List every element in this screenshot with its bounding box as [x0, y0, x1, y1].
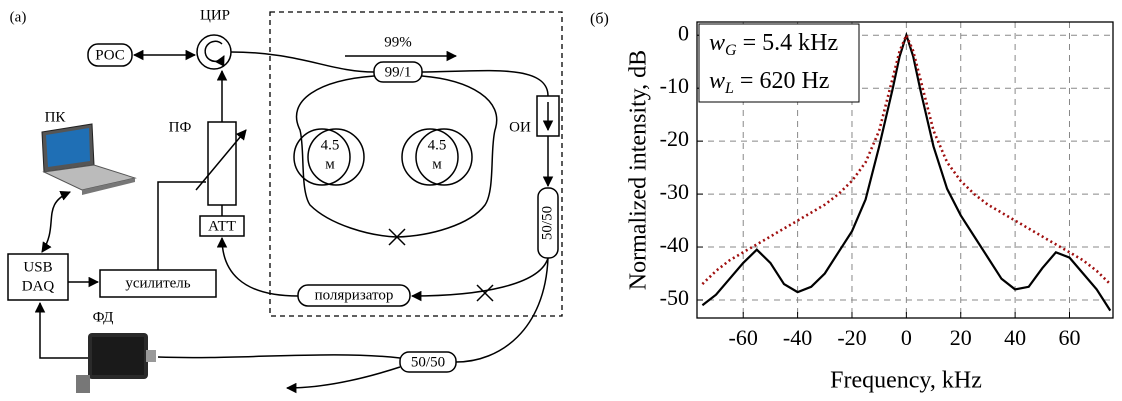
- polarizer-label: поляризатор: [315, 287, 394, 303]
- panel-label: (a): [10, 9, 27, 25]
- series-line: [701, 31, 1112, 286]
- circulator-arrow: [204, 40, 225, 67]
- splice: [476, 284, 494, 302]
- laptop: [41, 123, 137, 195]
- annotation-symbol: w: [709, 30, 725, 56]
- coil-label: м: [325, 156, 335, 172]
- ros-label: РОС: [95, 47, 125, 63]
- ros-box: [87, 43, 133, 67]
- coil-label: м: [432, 156, 442, 172]
- annotation-subscript: G: [725, 42, 737, 59]
- y-tick-label: -30: [660, 179, 689, 204]
- y-tick-label: 0: [678, 20, 689, 45]
- y-axis-title: Normalized intensity, dB: [626, 50, 652, 290]
- fiber: [285, 366, 401, 394]
- attenuator-label: АТТ: [208, 218, 236, 234]
- annotation: wL = 620 Hz: [709, 68, 829, 97]
- plot-frame: [696, 21, 1114, 319]
- circulator-label: ЦИР: [200, 7, 230, 23]
- filter-label: ПФ: [169, 119, 192, 135]
- coupling-label: 99%: [384, 34, 412, 50]
- fiber: [455, 257, 549, 363]
- fiber: [421, 69, 549, 97]
- daq-label: DAQ: [22, 278, 55, 294]
- x-tick-label: 20: [950, 325, 972, 350]
- y-tick-label: -10: [660, 73, 689, 98]
- filter-box: [207, 121, 237, 206]
- usb-link: [41, 190, 71, 253]
- annotation-symbol: w: [709, 68, 725, 94]
- x-axis-title: Frequency, kHz: [830, 368, 982, 394]
- coil: [401, 128, 459, 186]
- annotation: wG = 5.4 kHz: [709, 30, 838, 59]
- splice: [388, 228, 406, 246]
- coil-label: 4.5: [321, 137, 340, 153]
- fiber: [410, 257, 549, 302]
- x-tick-label: 60: [1058, 325, 1080, 350]
- annotation-box: [698, 23, 860, 103]
- annotation-text: = 620 Hz: [740, 68, 830, 94]
- filter-arrow: [195, 129, 247, 191]
- coil-label: 4.5: [428, 137, 447, 153]
- x-tick-label: -60: [729, 325, 758, 350]
- photodetector: [76, 333, 156, 393]
- pd-label: ФД: [93, 309, 114, 325]
- coil: [415, 128, 473, 186]
- x-tick-label: -40: [783, 325, 812, 350]
- amplifier-label: усилитель: [125, 275, 190, 291]
- daq-label: USB: [23, 259, 52, 275]
- wire: [34, 301, 88, 359]
- wire: [157, 181, 206, 270]
- annotation-subscript: L: [724, 80, 734, 97]
- pc-label: ПК: [45, 109, 67, 125]
- fiber: [216, 236, 299, 297]
- annotation-text: = 5.4 kHz: [743, 30, 839, 56]
- coupler-label: 50/50: [539, 206, 555, 240]
- x-tick-label: 40: [1004, 325, 1026, 350]
- x-tick-label: -20: [837, 325, 866, 350]
- isolator-label: ОИ: [509, 119, 531, 135]
- coil: [307, 128, 365, 186]
- fiber: [230, 51, 375, 73]
- series-line: [701, 31, 1112, 312]
- coupler-label: 50/50: [411, 354, 445, 370]
- y-tick-label: -20: [660, 126, 689, 151]
- cavity-box: [269, 11, 563, 317]
- panel-label: (б): [590, 11, 609, 28]
- x-tick-label: 0: [901, 325, 912, 350]
- chart: (б) Frequency, kHz Normalized intensity,…: [590, 11, 1114, 394]
- coil: [293, 128, 351, 186]
- coupler-label: 99/1: [385, 64, 412, 80]
- daq-box: [7, 253, 69, 301]
- setup-diagram: (a) РОС ЦИР 99% 99/1 4.5 м 4.5 м ОИ 50/5…: [7, 7, 563, 394]
- y-tick-label: -50: [660, 285, 689, 310]
- y-tick-label: -40: [660, 232, 689, 257]
- circulator: [196, 34, 232, 70]
- fiber: [157, 354, 401, 359]
